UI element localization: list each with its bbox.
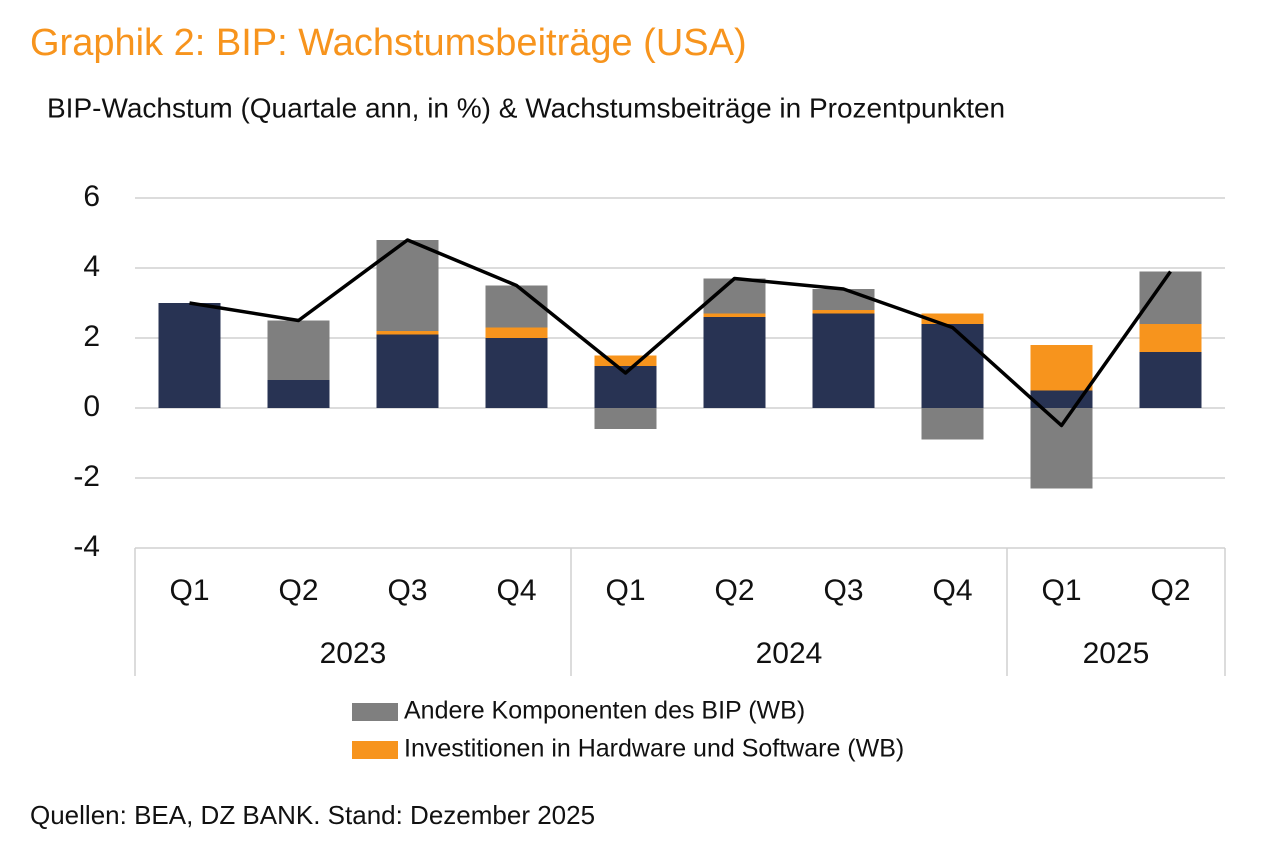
- chart-subtitle: BIP-Wachstum (Quartale ann, in %) & Wach…: [47, 92, 1005, 123]
- bar-segment: [921, 313, 984, 324]
- bar-segment: [485, 327, 548, 338]
- x-tick-label: Q4: [496, 574, 536, 607]
- x-tick-label: Q1: [605, 574, 645, 607]
- x-tick-label: Q4: [932, 574, 972, 607]
- x-tick-label: Q3: [823, 574, 863, 607]
- growth-line: [189, 238, 1172, 428]
- x-tick-label: Q1: [1041, 574, 1081, 607]
- bar-segment: [158, 303, 221, 408]
- group-label: 2023: [320, 637, 387, 670]
- group-label: 2025: [1083, 637, 1150, 670]
- bar-segment: [921, 408, 984, 440]
- x-tick-label: Q2: [278, 574, 318, 607]
- bar-segment: [1030, 408, 1093, 489]
- bar-segment: [1139, 271, 1202, 324]
- bar-segment: [812, 313, 875, 408]
- bar-segment: [812, 310, 875, 314]
- x-tick-label: Q3: [387, 574, 427, 607]
- bar-segment: [485, 285, 548, 328]
- bar-segment: [703, 313, 766, 317]
- bar-segment: [267, 320, 330, 380]
- bar-segment: [1139, 324, 1202, 352]
- y-tick-label: 6: [83, 180, 100, 213]
- y-tick-label: 4: [83, 250, 100, 283]
- bar-segment: [1139, 352, 1202, 408]
- legend-label: Andere Komponenten des BIP (WB): [404, 697, 805, 725]
- source-note: Quellen: BEA, DZ BANK. Stand: Dezember 2…: [30, 800, 595, 830]
- legend-label: Investitionen in Hardware und Software (…: [404, 735, 904, 763]
- bar-segment: [376, 240, 439, 331]
- bar-segment: [376, 334, 439, 408]
- bar-segment: [921, 324, 984, 408]
- y-tick-label: 0: [83, 390, 100, 423]
- x-tick-label: Q1: [169, 574, 209, 607]
- bar-segment: [267, 380, 330, 408]
- legend-swatch: [352, 741, 398, 759]
- bar-segment: [703, 317, 766, 408]
- legend-swatch: [352, 703, 398, 721]
- bar-segment: [1030, 345, 1093, 391]
- x-tick-label: Q2: [714, 574, 754, 607]
- chart-title: Graphik 2: BIP: Wachstumsbeiträge (USA): [30, 22, 747, 64]
- bar-segment: [594, 355, 657, 366]
- group-label: 2024: [756, 637, 823, 670]
- bar-segment: [376, 331, 439, 335]
- y-tick-label: -2: [73, 460, 100, 493]
- y-tick-label: -4: [73, 530, 100, 563]
- bar-segment: [594, 408, 657, 429]
- bar-segment: [812, 289, 875, 310]
- x-tick-label: Q2: [1150, 574, 1190, 607]
- bar-segment: [485, 338, 548, 408]
- y-tick-label: 2: [83, 320, 100, 353]
